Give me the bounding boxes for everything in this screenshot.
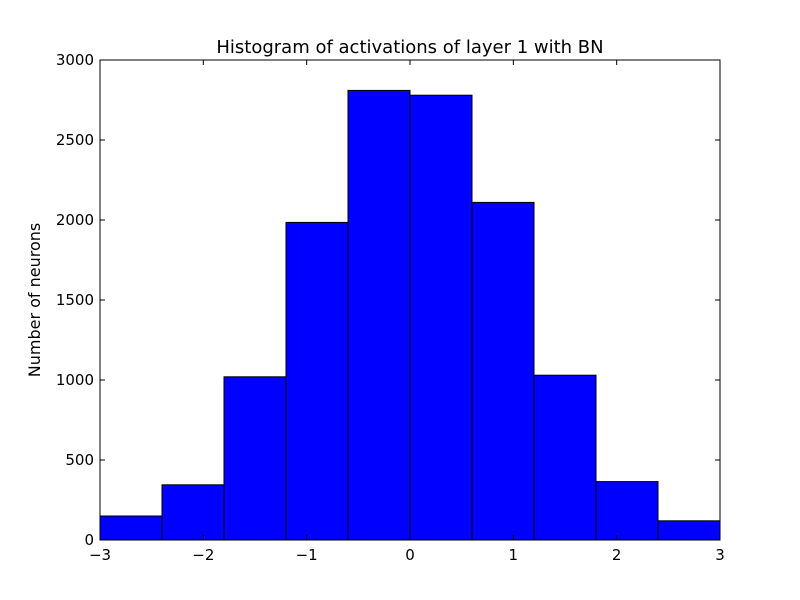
- x-tick-label-2: −1: [296, 546, 318, 564]
- histogram-bar-1: [161, 484, 225, 541]
- x-tick-label-4: 1: [509, 546, 519, 564]
- histogram-bar-4: [347, 89, 411, 541]
- y-tick-label-6: 3000: [56, 51, 94, 69]
- x-tick-label-1: −2: [192, 546, 214, 564]
- y-tick-label-0: 0: [84, 531, 94, 549]
- ticks: −3 −2 −1 0 1 2 3 0 500 1000 1500 2000 2500 3000: [56, 51, 725, 564]
- x-tick-label-6: 3: [715, 546, 725, 564]
- histogram-bar-0: [99, 515, 163, 541]
- x-tick-label-3: 0: [405, 546, 415, 564]
- histogram-bar-8: [595, 481, 659, 541]
- y-tick-label-4: 2000: [56, 211, 94, 229]
- chart-title: Histogram of activations of layer 1 with…: [216, 37, 603, 58]
- x-tick-label-5: 2: [612, 546, 622, 564]
- y-tick-label-5: 2500: [56, 131, 94, 149]
- histogram-bar-5: [409, 94, 473, 541]
- y-tick-label-1: 500: [65, 451, 94, 469]
- histogram-bar-7: [533, 374, 597, 541]
- y-tick-label-2: 1000: [56, 371, 94, 389]
- y-tick-label-3: 1500: [56, 291, 94, 309]
- plot-frame: [99, 59, 721, 541]
- histogram-bar-3: [285, 221, 349, 541]
- histogram-bar-2: [223, 376, 287, 541]
- y-axis-label: Number of neurons: [25, 223, 44, 377]
- histogram-bar-9: [657, 520, 721, 541]
- histogram-bar-6: [471, 201, 535, 541]
- x-tick-label-0: −3: [89, 546, 111, 564]
- bars: [99, 89, 721, 541]
